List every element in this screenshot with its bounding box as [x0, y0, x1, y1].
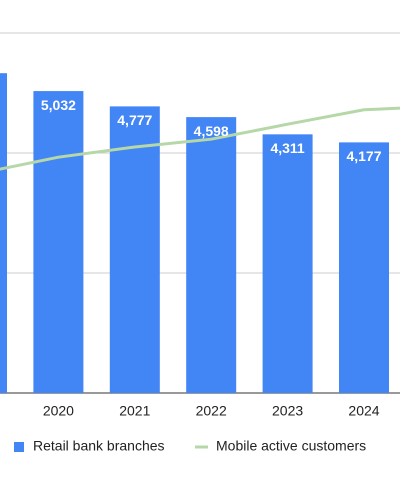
plot-area: 2020 2021 2022 2023 2024 5,032 4,777 4,598 4,311… [0, 32, 400, 454]
bar [262, 134, 313, 393]
value-label: 4,311 [270, 140, 304, 156]
bar [186, 117, 237, 394]
x-tick-label: 2024 [348, 403, 379, 419]
bar [33, 91, 84, 393]
bar [0, 73, 7, 393]
x-tick-label: 2022 [196, 403, 227, 419]
value-label: 5,032 [41, 97, 76, 113]
legend-swatch [14, 442, 24, 452]
line [0, 106, 400, 171]
x-tick-label: 2023 [272, 403, 303, 419]
legend-label: Retail bank branches [33, 438, 165, 454]
legend-label: Mobile active customers [216, 438, 366, 454]
x-tick-label: 2020 [43, 403, 74, 419]
value-label: 4,777 [117, 112, 152, 128]
value-label: 4,598 [194, 123, 229, 139]
bar [109, 106, 160, 393]
x-tick-label: 2021 [119, 403, 150, 419]
bar [339, 142, 389, 393]
value-label: 4,177 [346, 148, 381, 164]
